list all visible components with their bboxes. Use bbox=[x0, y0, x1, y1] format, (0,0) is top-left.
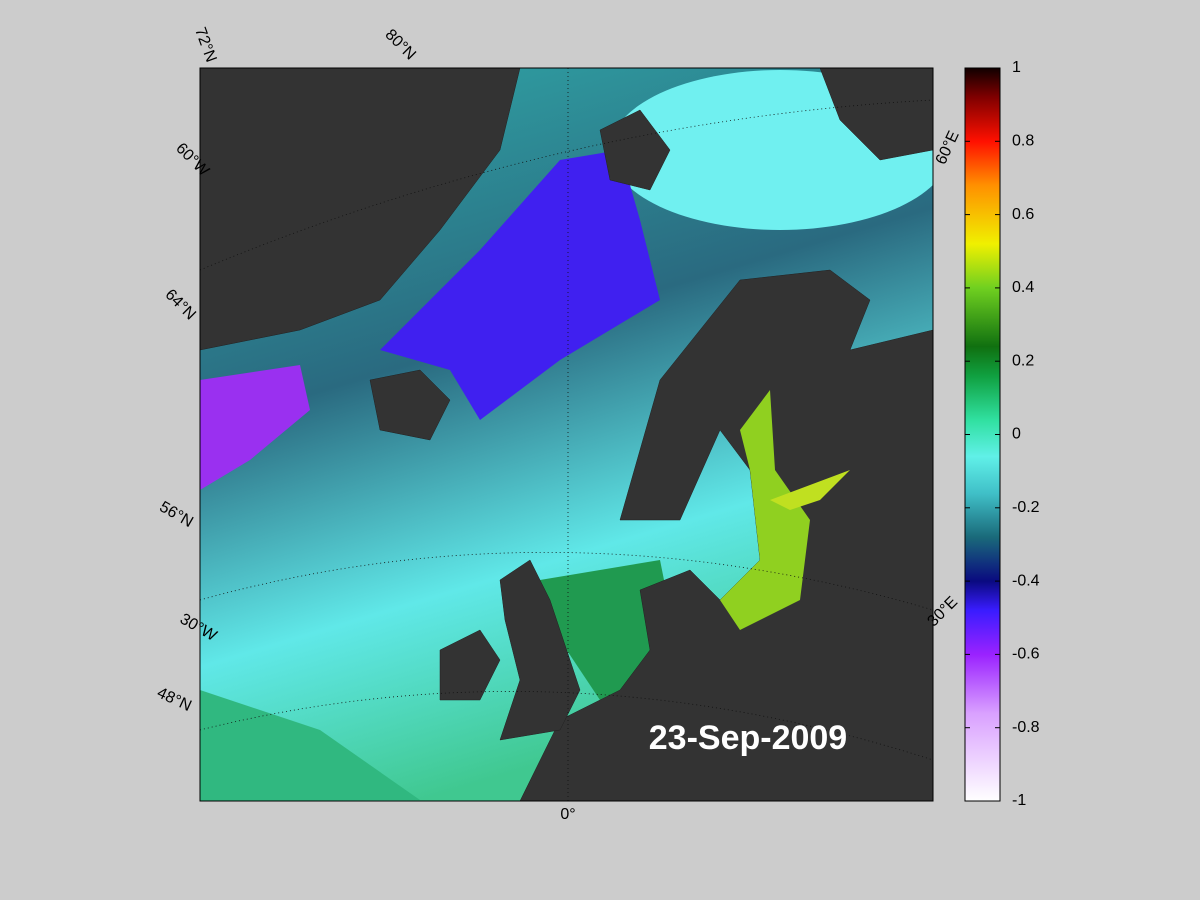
colorbar-tick-label: -0.8 bbox=[1012, 719, 1040, 736]
colorbar-tick-label: 0.4 bbox=[1012, 279, 1034, 296]
colorbar-tick-label: -0.2 bbox=[1012, 499, 1040, 516]
colorbar-ticks: 1 0.8 0.6 0.4 0.2 0 -0.2 -0.4 -0.6 -0.8 -1 bbox=[965, 59, 1040, 809]
graticule-label: 60°E bbox=[933, 128, 963, 167]
date-label: 23-Sep-2009 bbox=[649, 719, 847, 757]
graticule-label: 80°N bbox=[382, 26, 419, 63]
colorbar bbox=[964, 67, 1001, 802]
map bbox=[200, 68, 933, 801]
graticule-label: 0° bbox=[560, 806, 575, 823]
colorbar-tick-label: 0.6 bbox=[1012, 206, 1034, 223]
colorbar-tick-label: 0.2 bbox=[1012, 352, 1034, 369]
colorbar-tick-label: -1 bbox=[1012, 792, 1026, 809]
colorbar-tick-label: -0.4 bbox=[1012, 572, 1040, 589]
graticule-label: 64°N bbox=[162, 286, 199, 323]
graticule-label: 56°N bbox=[156, 498, 195, 531]
graticule-label: 48°N bbox=[154, 684, 194, 715]
colorbar-tick-label: 0.8 bbox=[1012, 133, 1034, 150]
map-frame bbox=[199, 67, 934, 802]
colorbar-tick-label: 1 bbox=[1012, 59, 1021, 76]
graticule-label: 72°N bbox=[191, 25, 219, 64]
colorbar-tick-label: -0.6 bbox=[1012, 646, 1040, 663]
colorbar-tick-label: 0 bbox=[1012, 426, 1021, 443]
